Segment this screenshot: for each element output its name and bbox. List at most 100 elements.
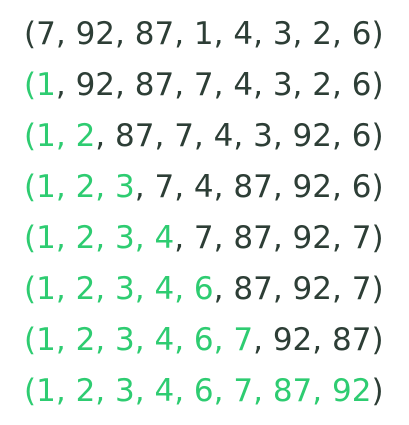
tuple-row: (7, 92, 87, 1, 4, 3, 2, 6) xyxy=(24,9,404,60)
separator: , xyxy=(154,118,175,154)
separator: , xyxy=(272,169,293,205)
tuple-row: (1, 2, 3, 7, 4, 87, 92, 6) xyxy=(24,162,404,213)
tuple-row: (1, 2, 3, 4, 6, 7, 87, 92) xyxy=(24,366,404,417)
unsorted-value: 7 xyxy=(193,67,214,103)
unsorted-value: 92 xyxy=(75,67,116,103)
unsorted-value: 87 xyxy=(332,322,372,358)
sorted-value: 4 xyxy=(154,322,175,358)
unsorted-value: 92 xyxy=(272,322,313,358)
separator: , xyxy=(292,16,313,52)
unsorted-value: 92 xyxy=(292,220,332,256)
unsorted-value: 6 xyxy=(351,16,372,52)
unsorted-value: 92 xyxy=(292,118,332,154)
separator: , xyxy=(253,322,273,358)
sorted-value: 87 xyxy=(272,373,313,409)
unsorted-value: 87 xyxy=(233,220,273,256)
close-paren: ) xyxy=(371,67,384,103)
separator: , xyxy=(55,67,76,103)
unsorted-value: 4 xyxy=(193,169,214,205)
separator: , xyxy=(312,373,332,409)
separator: , xyxy=(115,67,135,103)
separator: , xyxy=(193,118,214,154)
close-paren: ) xyxy=(371,220,384,256)
separator: , xyxy=(55,220,76,256)
separator: , xyxy=(55,118,76,154)
unsorted-value: 6 xyxy=(351,169,372,205)
sorted-value: 1 xyxy=(36,322,56,358)
separator: , xyxy=(134,373,155,409)
sorted-value: 2 xyxy=(75,271,96,307)
close-paren: ) xyxy=(371,16,384,52)
unsorted-value: 7 xyxy=(193,220,214,256)
separator: , xyxy=(95,271,116,307)
open-paren: ( xyxy=(24,67,37,103)
close-paren: ) xyxy=(371,373,384,409)
separator: , xyxy=(253,67,273,103)
separator: , xyxy=(272,118,293,154)
sorted-value: 1 xyxy=(36,220,56,256)
unsorted-value: 87 xyxy=(134,67,175,103)
separator: , xyxy=(55,373,76,409)
sorted-value: 92 xyxy=(332,373,372,409)
unsorted-value: 4 xyxy=(233,16,254,52)
sorted-value: 1 xyxy=(36,373,56,409)
separator: , xyxy=(213,169,234,205)
tuple-row: (1, 2, 3, 4, 7, 87, 92, 7) xyxy=(24,213,404,264)
separator: , xyxy=(174,67,194,103)
sorted-value: 2 xyxy=(75,169,96,205)
open-paren: ( xyxy=(24,322,37,358)
unsorted-value: 3 xyxy=(272,67,293,103)
unsorted-value: 7 xyxy=(154,169,175,205)
close-paren: ) xyxy=(371,169,384,205)
separator: , xyxy=(134,169,155,205)
separator: , xyxy=(174,169,194,205)
separator: , xyxy=(272,271,293,307)
separator: , xyxy=(174,373,194,409)
separator: , xyxy=(292,67,313,103)
close-paren: ) xyxy=(371,271,384,307)
separator: , xyxy=(55,169,76,205)
sorted-value: 1 xyxy=(36,118,56,154)
open-paren: ( xyxy=(24,169,37,205)
open-paren: ( xyxy=(24,271,37,307)
open-paren: ( xyxy=(24,118,37,154)
unsorted-value: 4 xyxy=(213,118,234,154)
sorted-value: 7 xyxy=(233,322,254,358)
tuple-row: (1, 92, 87, 7, 4, 3, 2, 6) xyxy=(24,60,404,111)
separator: , xyxy=(95,118,116,154)
separator: , xyxy=(213,322,234,358)
sorted-value: 2 xyxy=(75,220,96,256)
sorted-value: 3 xyxy=(115,220,135,256)
sorted-value: 4 xyxy=(154,271,175,307)
separator: , xyxy=(213,373,234,409)
unsorted-value: 87 xyxy=(115,118,155,154)
separator: , xyxy=(95,169,116,205)
separator: , xyxy=(95,220,116,256)
separator: , xyxy=(174,271,194,307)
sorted-value: 1 xyxy=(36,169,56,205)
sorted-value: 6 xyxy=(193,322,214,358)
separator: , xyxy=(174,220,194,256)
tuple-row: (1, 2, 3, 4, 6, 7, 92, 87) xyxy=(24,315,404,366)
separator: , xyxy=(174,322,194,358)
separator: , xyxy=(213,16,234,52)
sorted-value: 3 xyxy=(115,271,135,307)
unsorted-value: 7 xyxy=(351,220,372,256)
separator: , xyxy=(233,118,254,154)
unsorted-value: 6 xyxy=(351,118,372,154)
separator: , xyxy=(213,220,234,256)
sorted-value: 7 xyxy=(233,373,254,409)
unsorted-value: 87 xyxy=(233,271,273,307)
sorted-value: 6 xyxy=(193,271,214,307)
separator: , xyxy=(332,67,352,103)
separator: , xyxy=(95,322,116,358)
sorted-value: 1 xyxy=(36,271,56,307)
tuple-row: (1, 2, 3, 4, 6, 87, 92, 7) xyxy=(24,264,404,315)
unsorted-value: 3 xyxy=(253,118,273,154)
separator: , xyxy=(213,271,234,307)
sorted-value: 4 xyxy=(154,373,175,409)
unsorted-value: 7 xyxy=(174,118,194,154)
unsorted-value: 92 xyxy=(75,16,116,52)
unsorted-value: 87 xyxy=(134,16,175,52)
unsorted-value: 87 xyxy=(233,169,273,205)
